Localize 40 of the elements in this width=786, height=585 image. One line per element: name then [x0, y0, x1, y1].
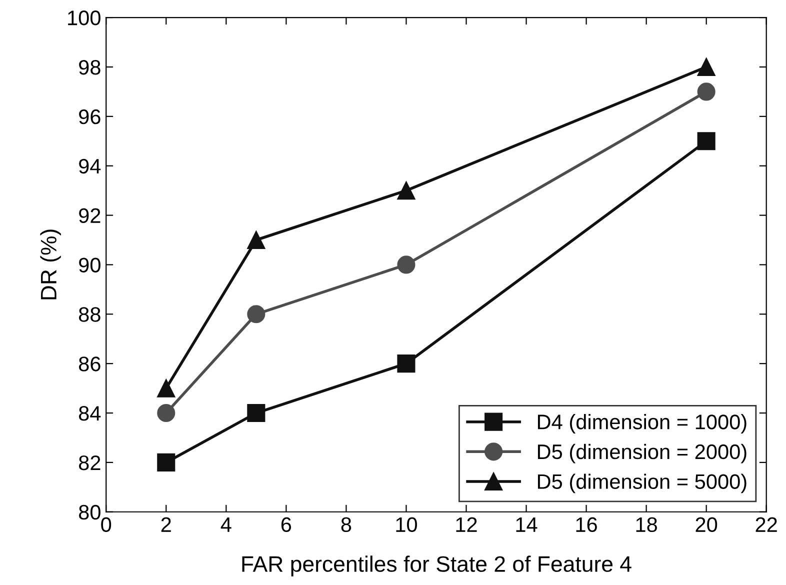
x-tick-label: 10: [396, 517, 417, 532]
point: [397, 354, 416, 373]
x-tick-label: 6: [281, 517, 292, 532]
x-tick-label: 0: [101, 517, 112, 532]
y-tick-label: 98: [79, 60, 100, 75]
y-tick-label: 96: [79, 109, 100, 124]
y-tick-label: 80: [78, 504, 100, 520]
y-tick-label: 88: [78, 307, 100, 322]
point: [397, 256, 416, 274]
x-tick-label: 8: [341, 517, 352, 532]
y-tick-label: 92: [79, 208, 100, 224]
y-axis-title: DR (%): [40, 230, 61, 300]
point: [697, 82, 716, 101]
point: [247, 230, 266, 250]
point: [247, 305, 266, 324]
point: [697, 132, 716, 150]
x-tick-label: 2: [161, 517, 171, 532]
y-tick-label: 90: [79, 258, 100, 272]
legend-label: D5 (dimension = 2000): [538, 444, 746, 464]
y-tick-label: 100: [68, 10, 100, 26]
legend-label: D4 (dimension = 1000): [538, 414, 746, 434]
y-tick-label: 86: [78, 356, 100, 372]
point: [157, 379, 176, 398]
x-tick-label: 18: [636, 517, 657, 532]
point: [157, 453, 176, 472]
point: [157, 404, 176, 422]
legend-label: D5 (dimension = 5000): [538, 474, 746, 494]
y-tick-label: 94: [79, 158, 101, 174]
x-tick-label: 22: [756, 517, 777, 532]
y-tick-label: 82: [78, 455, 100, 470]
point: [697, 58, 716, 76]
point: [247, 404, 266, 422]
x-tick-label: 14: [516, 518, 538, 532]
point: [397, 182, 416, 200]
x-tick-label: 4: [220, 518, 232, 532]
x-tick-label: 16: [576, 517, 597, 532]
x-tick-label: 20: [696, 517, 718, 532]
x-tick-label: 12: [456, 517, 477, 532]
y-tick-label: 84: [78, 406, 101, 421]
x-axis-title: FAR percentiles for State 2 of Feature 4: [242, 556, 632, 576]
